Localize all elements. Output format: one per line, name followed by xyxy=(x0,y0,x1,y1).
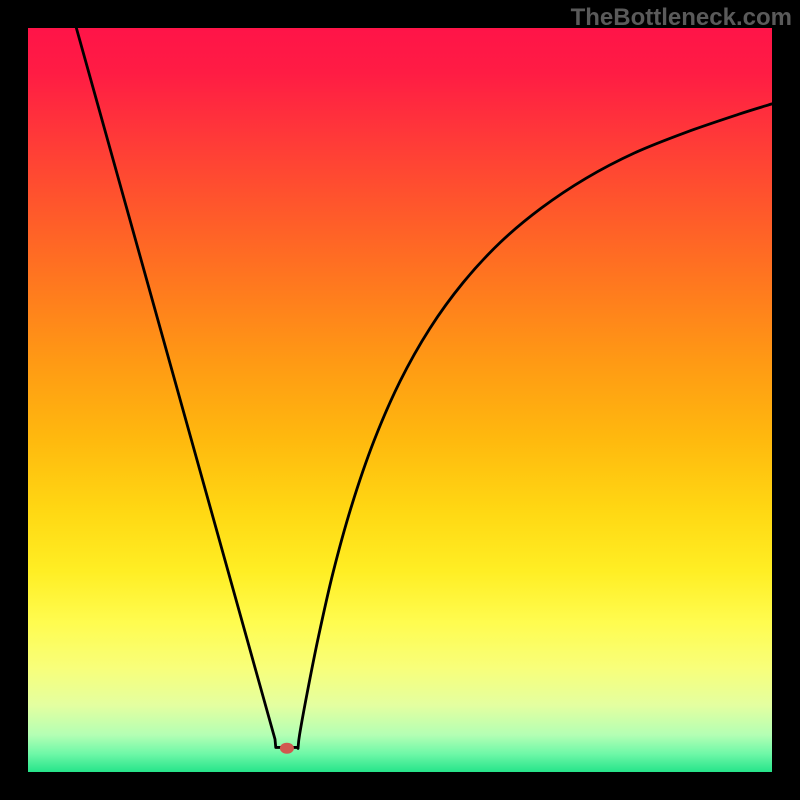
optimal-point-marker xyxy=(280,743,294,754)
watermark-text: TheBottleneck.com xyxy=(571,4,792,32)
chart-plot-area xyxy=(28,28,772,772)
chart-svg xyxy=(0,0,800,800)
bottleneck-chart: TheBottleneck.com xyxy=(0,0,800,800)
